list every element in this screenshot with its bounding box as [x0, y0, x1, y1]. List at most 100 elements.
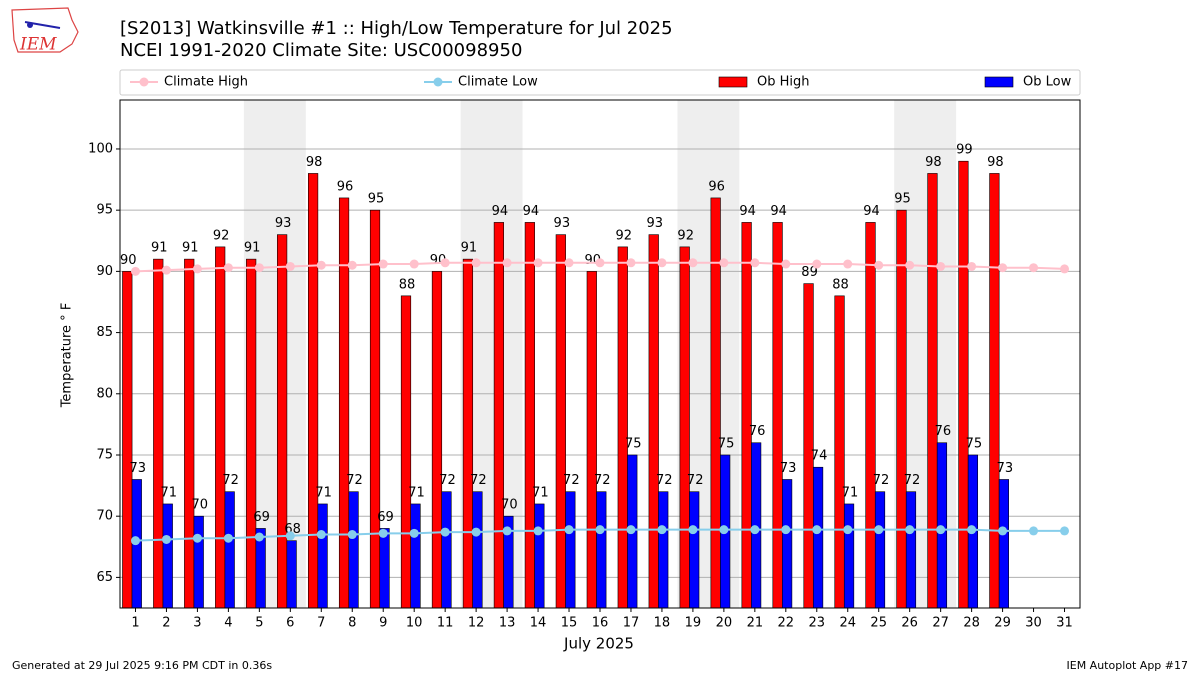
point — [657, 258, 667, 268]
x-tick-label: 20 — [716, 616, 733, 631]
data-label: 98 — [306, 155, 323, 170]
data-label: 93 — [275, 216, 292, 231]
data-label: 71 — [315, 485, 332, 500]
legend-box — [119, 69, 1081, 96]
x-tick-label: 25 — [870, 616, 887, 631]
bar — [400, 295, 412, 609]
data-label: 92 — [615, 228, 632, 243]
point — [843, 259, 853, 269]
bar — [441, 491, 452, 609]
point — [161, 265, 171, 275]
point — [347, 260, 357, 270]
point — [1029, 526, 1039, 536]
legend-label: Ob High — [757, 75, 810, 90]
x-tick-label: 18 — [654, 616, 671, 631]
x-tick-label: 24 — [839, 616, 856, 631]
data-label: 71 — [408, 485, 425, 500]
data-label: 75 — [718, 436, 735, 451]
point — [347, 530, 357, 540]
x-tick-label: 21 — [747, 616, 764, 631]
y-tick-label: 85 — [96, 325, 113, 340]
point — [905, 260, 915, 270]
bar — [834, 295, 845, 609]
data-label: 91 — [244, 241, 261, 256]
point — [161, 534, 171, 544]
data-label: 72 — [470, 473, 487, 488]
bar — [493, 222, 504, 609]
point — [378, 259, 388, 269]
bar — [224, 491, 235, 609]
point — [812, 259, 822, 269]
data-label: 76 — [749, 424, 766, 439]
data-label: 92 — [677, 228, 694, 243]
bar — [534, 503, 545, 609]
x-tick-label: 31 — [1056, 616, 1073, 631]
data-label: 94 — [770, 204, 787, 219]
data-label: 72 — [594, 473, 611, 488]
chart-subtitle: NCEI 1991-2020 Climate Site: USC00098950 — [120, 40, 522, 61]
chart-title: [S2013] Watkinsville #1 :: High/Low Temp… — [120, 18, 673, 39]
bar — [317, 503, 328, 609]
x-tick-label: 30 — [1025, 616, 1042, 631]
legend-swatch — [984, 76, 1014, 88]
bar — [710, 197, 721, 609]
bar — [782, 479, 793, 609]
bar — [648, 234, 659, 609]
point — [719, 258, 729, 268]
data-label: 73 — [997, 461, 1014, 476]
bar — [122, 271, 133, 609]
data-label: 74 — [811, 449, 828, 464]
data-label: 95 — [368, 192, 385, 207]
point — [223, 263, 233, 273]
legend-marker — [433, 77, 443, 87]
bar — [307, 173, 319, 609]
bar — [741, 222, 752, 609]
logo: IEM — [11, 7, 79, 55]
x-tick-label: 23 — [809, 616, 826, 631]
point — [130, 536, 140, 546]
y-tick-label: 95 — [96, 203, 113, 218]
data-label: 71 — [160, 485, 177, 500]
y-axis-label: Temperature ° F — [60, 303, 75, 409]
data-label: 93 — [554, 216, 571, 231]
point — [254, 532, 264, 542]
bar — [369, 209, 381, 609]
bar — [277, 234, 288, 609]
bar — [958, 160, 969, 609]
point — [192, 264, 202, 274]
x-tick-label: 8 — [348, 616, 356, 631]
bar — [927, 173, 938, 609]
data-label: 71 — [532, 485, 549, 500]
data-label: 72 — [563, 473, 580, 488]
x-tick-label: 16 — [592, 616, 609, 631]
bar — [679, 246, 690, 609]
data-label: 94 — [863, 204, 880, 219]
data-label: 96 — [337, 179, 354, 194]
x-tick-label: 14 — [530, 616, 547, 631]
point — [223, 533, 233, 543]
x-tick-label: 10 — [406, 616, 423, 631]
data-label: 69 — [253, 510, 270, 525]
bar — [379, 528, 390, 609]
bar — [658, 491, 669, 609]
data-label: 72 — [346, 473, 363, 488]
data-label: 98 — [987, 155, 1004, 170]
data-label: 98 — [925, 155, 942, 170]
data-label: 72 — [687, 473, 704, 488]
point — [781, 259, 791, 269]
bar — [565, 491, 576, 609]
point — [874, 525, 884, 535]
bar — [215, 246, 226, 609]
point — [409, 528, 419, 538]
bar — [689, 491, 700, 609]
point — [471, 258, 481, 268]
data-label: 73 — [130, 461, 147, 476]
point — [595, 258, 605, 268]
logo-text: IEM — [19, 35, 57, 55]
point — [502, 258, 512, 268]
point — [719, 525, 729, 535]
point — [750, 258, 760, 268]
point — [626, 258, 636, 268]
x-tick-label: 13 — [499, 616, 516, 631]
